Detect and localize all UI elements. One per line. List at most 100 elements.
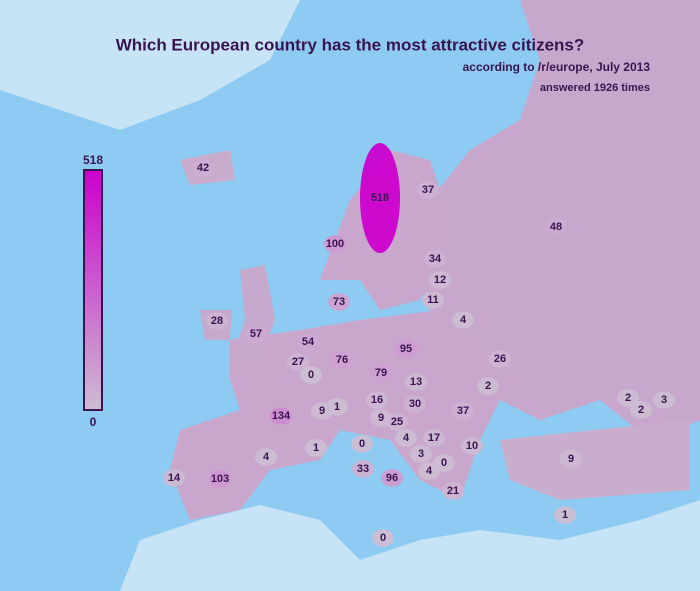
africa (120, 500, 700, 591)
region-value: 134 (272, 410, 291, 422)
region-value: 10 (466, 440, 478, 452)
region-value: 73 (333, 296, 345, 308)
region-value: 76 (336, 354, 348, 366)
region-value: 48 (550, 221, 562, 233)
region (352, 460, 374, 478)
region (461, 437, 483, 455)
region (395, 340, 417, 358)
region (418, 462, 440, 480)
region (405, 373, 427, 391)
region (209, 470, 231, 488)
region-value: 518 (371, 192, 389, 204)
region (386, 413, 408, 431)
region-value: 9 (568, 453, 574, 465)
region (300, 366, 322, 384)
region-value: 42 (197, 162, 209, 174)
region-value: 100 (326, 238, 344, 250)
region-value: 0 (380, 532, 386, 544)
region-value: 4 (460, 314, 467, 326)
region (410, 445, 432, 463)
region (328, 293, 350, 311)
region-value: 30 (409, 398, 421, 410)
region (560, 450, 582, 468)
region (545, 218, 567, 236)
region (477, 377, 499, 395)
subtitle: according to /r/europe, July 2013 (463, 60, 651, 74)
region (617, 389, 639, 407)
region (423, 429, 445, 447)
region-value: 28 (211, 315, 223, 327)
region (452, 311, 474, 329)
region (424, 250, 446, 268)
region (653, 391, 675, 409)
region (442, 482, 464, 500)
region-value: 17 (428, 432, 440, 444)
region (245, 325, 267, 343)
region (370, 364, 392, 382)
region-value: 96 (386, 472, 398, 484)
region (305, 439, 327, 457)
region-value: 79 (375, 367, 387, 379)
region (395, 429, 417, 447)
region (163, 469, 185, 487)
region-value: 34 (429, 253, 442, 265)
region-value: 27 (292, 356, 304, 368)
region-value: 14 (168, 472, 181, 484)
region-value: 0 (308, 369, 314, 381)
region (381, 469, 403, 487)
title: Which European country has the most attr… (116, 35, 585, 54)
region-value: 1 (562, 509, 568, 521)
region-value: 95 (400, 343, 412, 355)
region (554, 506, 576, 524)
region (372, 529, 394, 547)
region-value: 16 (371, 394, 383, 406)
region-value: 11 (427, 294, 439, 306)
region-value: 26 (494, 353, 506, 365)
region-value: 1 (313, 442, 319, 454)
region-value: 4 (403, 432, 410, 444)
region (326, 398, 348, 416)
region-value: 3 (418, 448, 424, 460)
region (404, 395, 426, 413)
note: answered 1926 times (540, 82, 650, 94)
region (429, 271, 451, 289)
region (206, 312, 228, 330)
region-value: 0 (441, 457, 447, 469)
region-value: 4 (263, 451, 270, 463)
region (192, 159, 214, 177)
region (417, 181, 439, 199)
turkey-land (500, 420, 690, 500)
region-value: 37 (422, 184, 434, 196)
region (287, 353, 309, 371)
region-value: 21 (447, 485, 459, 497)
region (422, 291, 444, 309)
region-value: 9 (319, 405, 325, 417)
region-value: 12 (434, 274, 446, 286)
region-value: 54 (302, 336, 315, 348)
region-value: 37 (457, 405, 469, 417)
region-value: 103 (211, 473, 229, 485)
greenland (0, 0, 300, 130)
region (324, 235, 346, 253)
region-value: 57 (250, 328, 262, 340)
region-value: 2 (625, 392, 631, 404)
region-value: 33 (357, 463, 369, 475)
region-value: 4 (426, 465, 433, 477)
region-value: 2 (485, 380, 491, 392)
region-value: 2 (638, 404, 644, 416)
region (270, 407, 292, 425)
legend-min: 0 (90, 415, 97, 429)
legend-bar (83, 169, 103, 411)
region-value: 3 (661, 394, 667, 406)
region-value: 13 (410, 376, 422, 388)
region (489, 350, 511, 368)
region (360, 143, 400, 253)
region (297, 333, 319, 351)
region (255, 448, 277, 466)
region (452, 402, 474, 420)
legend-max: 518 (83, 153, 103, 167)
region-value: 9 (378, 412, 384, 424)
region (331, 351, 353, 369)
region-value: 25 (391, 416, 403, 428)
